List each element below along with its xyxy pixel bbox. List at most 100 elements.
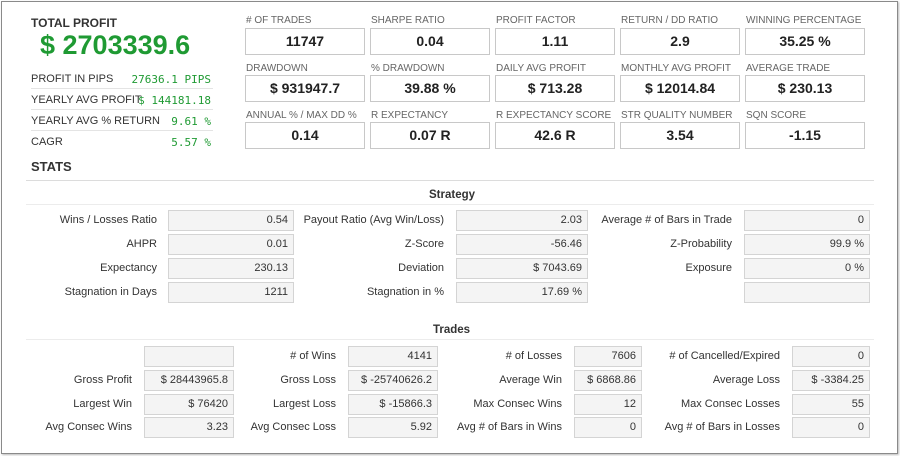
stat-label: Z-Probability <box>670 238 732 250</box>
trade-label: # of Wins <box>290 350 336 362</box>
tile-drawdown-value: $ 931947.7 <box>245 75 365 102</box>
tile-r-expectancy-score-value: 42.6 R <box>495 122 615 149</box>
tile-label: MONTHLY AVG PROFIT <box>621 63 732 74</box>
tile-sharpe-value: 0.04 <box>370 28 490 55</box>
divider <box>26 339 874 340</box>
trade-value: 3.23 <box>144 417 234 438</box>
divider <box>31 130 213 131</box>
divider <box>26 180 874 181</box>
tile-profit-factor-value: 1.11 <box>495 28 615 55</box>
tile-label: DRAWDOWN <box>246 63 308 74</box>
trade-label: Avg Consec Wins <box>45 421 132 433</box>
tile-str-quality-value: 3.54 <box>620 122 740 149</box>
tile-sqn-score-value: -1.15 <box>745 122 865 149</box>
tile-return-dd-value: 2.9 <box>620 28 740 55</box>
tile-label: R EXPECTANCY <box>371 110 449 121</box>
tile-annual-maxdd-value: 0.14 <box>245 122 365 149</box>
trade-label: Avg # of Bars in Wins <box>457 421 562 433</box>
summary-row-profit-pips: PROFIT IN PIPS 27636.1 PIPS <box>31 73 211 86</box>
trade-value: $ -3384.25 <box>792 370 870 391</box>
stat-label: Wins / Losses Ratio <box>59 214 157 226</box>
trade-label: Average Loss <box>712 374 780 386</box>
summary-label: YEARLY AVG PROFIT <box>31 94 142 106</box>
tile-label: AVERAGE TRADE <box>746 63 831 74</box>
tile-winning-pct-value: 35.25 % <box>745 28 865 55</box>
stat-label: Average # of Bars in Trade <box>601 214 732 226</box>
summary-row-yearly-avg-return: YEARLY AVG % RETURN 9.61 % <box>31 115 211 128</box>
total-profit-label: TOTAL PROFIT <box>31 16 117 30</box>
tile-monthly-avg-value: $ 12014.84 <box>620 75 740 102</box>
stat-label: Payout Ratio (Avg Win/Loss) <box>303 214 444 226</box>
trade-label: Max Consec Wins <box>473 398 562 410</box>
stat-value: -56.46 <box>456 234 588 255</box>
tile-r-expectancy-value: 0.07 R <box>370 122 490 149</box>
tile-average-trade-value: $ 230.13 <box>745 75 865 102</box>
tile-label: R EXPECTANCY SCORE <box>496 110 612 121</box>
tile-label: WINNING PERCENTAGE <box>746 15 862 26</box>
trade-label: Avg # of Bars in Losses <box>664 421 780 433</box>
stat-value: 1211 <box>168 282 294 303</box>
stat-label: Expectancy <box>100 262 157 274</box>
divider <box>31 109 213 110</box>
summary-label: YEARLY AVG % RETURN <box>31 115 160 127</box>
tile-label: RETURN / DD RATIO <box>621 15 719 26</box>
stat-value: 99.9 % <box>744 234 870 255</box>
trade-label: Max Consec Losses <box>680 398 780 410</box>
stat-value-empty <box>744 282 870 303</box>
summary-label: PROFIT IN PIPS <box>31 73 114 85</box>
trade-label: # of Cancelled/Expired <box>669 350 780 362</box>
trade-value: 0 <box>574 417 642 438</box>
trade-value: $ -15866.3 <box>348 394 438 415</box>
trade-value: $ 76420 <box>144 394 234 415</box>
tile-trades-value: 11747 <box>245 28 365 55</box>
stat-label: Deviation <box>398 262 444 274</box>
strategy-heading: Strategy <box>429 189 476 201</box>
summary-value: 27636.1 PIPS <box>131 73 211 86</box>
summary-row-yearly-avg-profit: YEARLY AVG PROFIT $ 144181.18 <box>31 94 211 107</box>
trade-label: Gross Loss <box>280 374 336 386</box>
tile-daily-avg-value: $ 713.28 <box>495 75 615 102</box>
stat-value: 2.03 <box>456 210 588 231</box>
trade-value: 7606 <box>574 346 642 367</box>
trade-value: 0 <box>792 417 870 438</box>
trade-label: Largest Win <box>73 398 132 410</box>
tile-label: STR QUALITY NUMBER <box>621 110 733 121</box>
tile-label: DAILY AVG PROFIT <box>496 63 587 74</box>
stat-label: Stagnation in Days <box>64 286 157 298</box>
divider <box>26 204 874 205</box>
summary-value: $ 144181.18 <box>138 94 211 107</box>
stats-heading: STATS <box>31 159 72 174</box>
tile-label: % DRAWDOWN <box>371 63 445 74</box>
trade-value: $ -25740626.2 <box>348 370 438 391</box>
trade-value: 5.92 <box>348 417 438 438</box>
trade-value: 55 <box>792 394 870 415</box>
stat-value: $ 7043.69 <box>456 258 588 279</box>
trade-value-empty <box>144 346 234 367</box>
trade-label: # of Losses <box>505 350 562 362</box>
summary-row-cagr: CAGR 5.57 % <box>31 136 211 149</box>
trade-label: Gross Profit <box>73 374 132 386</box>
stat-value: 0 <box>744 210 870 231</box>
summary-value: 9.61 % <box>171 115 211 128</box>
stat-value: 0.54 <box>168 210 294 231</box>
stat-value: 230.13 <box>168 258 294 279</box>
trades-heading: Trades <box>433 324 471 336</box>
stat-label: Exposure <box>685 262 732 274</box>
summary-value: 5.57 % <box>171 136 211 149</box>
total-profit-value: $ 2703339.6 <box>40 30 191 60</box>
trade-label: Largest Loss <box>273 398 336 410</box>
tile-label: PROFIT FACTOR <box>496 15 576 26</box>
tile-label: SQN SCORE <box>746 110 807 121</box>
tile-label: # OF TRADES <box>246 15 312 26</box>
stat-value: 0 % <box>744 258 870 279</box>
trade-value: 0 <box>792 346 870 367</box>
summary-label: CAGR <box>31 136 63 148</box>
trade-value: 4141 <box>348 346 438 367</box>
tile-label: SHARPE RATIO <box>371 15 445 26</box>
stat-label: AHPR <box>126 238 157 250</box>
trade-value: $ 28443965.8 <box>144 370 234 391</box>
tile-pct-drawdown-value: 39.88 % <box>370 75 490 102</box>
trade-value: $ 6868.86 <box>574 370 642 391</box>
trade-label: Avg Consec Loss <box>250 421 336 433</box>
divider <box>31 88 213 89</box>
